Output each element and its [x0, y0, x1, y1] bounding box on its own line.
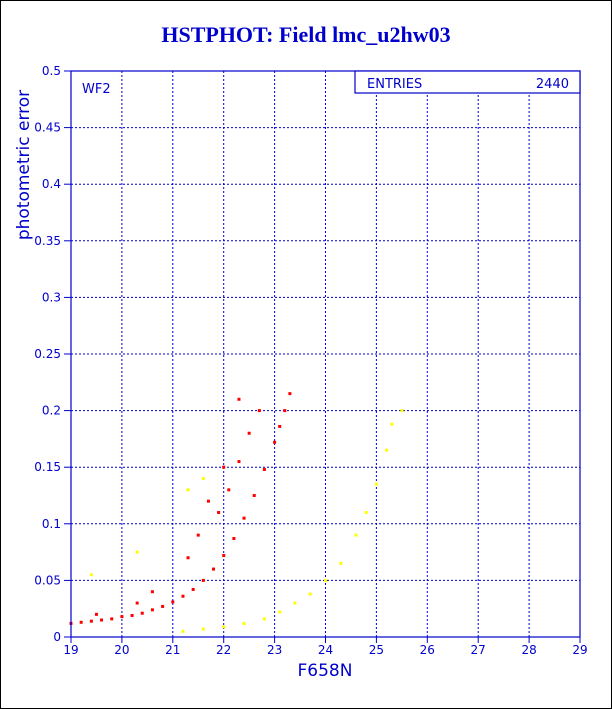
scatter-point	[237, 397, 241, 401]
y-tick-label: 0	[53, 630, 61, 644]
scatter-point	[181, 629, 185, 633]
x-tick-label: 19	[63, 643, 78, 657]
y-tick-label: 0.05	[34, 573, 61, 587]
scatter-point	[374, 482, 378, 486]
y-tick-labels: 0 0.05 0.1 0.15 0.2 0.25 0.3 0.35 0.4 0.45 0.5	[34, 64, 61, 644]
x-tick-label: 23	[267, 643, 282, 657]
y-tick-label: 0.3	[42, 290, 61, 304]
scatter-point	[278, 610, 282, 614]
scatter-point	[135, 601, 139, 605]
chart-title: HSTPHOT: Field lmc_u2hw03	[161, 22, 451, 47]
scatter-point	[201, 578, 205, 582]
y-tick-label: 0.35	[34, 234, 61, 248]
scatter-point	[283, 409, 287, 413]
scatter-point	[201, 627, 205, 631]
y-tick-label: 0.45	[34, 121, 61, 135]
scatter-point	[181, 594, 185, 598]
scatter-point	[150, 608, 154, 612]
scatter-point	[385, 448, 389, 452]
scatter-point	[217, 510, 221, 514]
x-tick-labels: 19 20 21 22 23 24 25 26 27 28 29	[63, 643, 587, 657]
scatter-point	[171, 600, 175, 604]
scatter-point	[227, 488, 231, 492]
y-tick-label: 0.4	[42, 177, 61, 191]
scatter-point	[324, 578, 327, 582]
data-points	[69, 392, 404, 633]
x-tick-label: 28	[521, 643, 536, 657]
y-axis-label: photometric error	[14, 90, 34, 240]
scatter-point	[140, 611, 144, 615]
scatter-point	[186, 488, 190, 492]
scatter-point	[94, 612, 98, 616]
y-tick-label: 0.5	[42, 64, 61, 78]
scatter-point	[308, 592, 312, 596]
x-tick-label: 24	[318, 643, 333, 657]
x-tick-label: 27	[471, 643, 486, 657]
scatter-point	[212, 567, 216, 571]
tick-marks	[64, 70, 581, 643]
y-tick-label: 0.2	[42, 404, 61, 418]
scatter-point	[120, 615, 124, 619]
grid-lines	[71, 71, 580, 637]
x-axis-label: F658N	[298, 661, 353, 681]
scatter-point	[222, 465, 226, 469]
scatter-point	[135, 550, 139, 554]
scatter-point	[242, 516, 246, 520]
y-tick-label: 0.1	[42, 517, 61, 531]
scatter-point	[390, 422, 394, 426]
scatter-point	[293, 601, 297, 605]
x-tick-label: 21	[165, 643, 180, 657]
x-tick-label: 25	[369, 643, 384, 657]
scatter-point	[150, 590, 154, 594]
stats-entries-label: ENTRIES	[367, 77, 422, 92]
scatter-point	[110, 617, 114, 621]
y-tick-label: 0.15	[34, 460, 61, 474]
scatter-point	[339, 561, 343, 565]
scatter-point	[201, 477, 205, 481]
scatter-point	[186, 556, 190, 560]
scatter-point	[89, 573, 93, 577]
scatter-point	[242, 621, 246, 625]
x-tick-label: 22	[216, 643, 231, 657]
scatter-point	[222, 625, 226, 629]
scatter-point	[79, 620, 83, 624]
stats-box: ENTRIES 2440	[354, 70, 581, 94]
scatter-point	[222, 553, 226, 557]
stats-entries-value: 2440	[536, 77, 569, 92]
scatter-point	[273, 440, 277, 444]
scatter-point	[237, 460, 241, 464]
scatter-point	[257, 409, 261, 413]
scatter-point	[262, 467, 266, 471]
scatter-point	[247, 431, 251, 435]
x-tick-label: 29	[572, 643, 587, 657]
scatter-point	[232, 537, 236, 541]
stats-box-frame	[354, 70, 581, 94]
scatter-point	[364, 510, 368, 514]
x-tick-label: 20	[114, 643, 129, 657]
scatter-point	[278, 424, 282, 428]
panel-label: WF2	[82, 82, 111, 97]
scatter-point	[206, 499, 210, 503]
scatter-point	[400, 409, 404, 413]
y-tick-label: 0.25	[34, 347, 61, 361]
scatter-point	[89, 619, 93, 623]
scatter-point	[130, 613, 134, 617]
scatter-point	[252, 494, 256, 497]
scatter-point	[354, 533, 358, 537]
scatter-point	[196, 533, 200, 537]
scatter-point	[100, 618, 104, 622]
scatter-point	[191, 587, 195, 591]
scatter-point	[161, 604, 165, 608]
scatter-point	[262, 617, 266, 621]
x-tick-label: 26	[420, 643, 435, 657]
scatter-point	[288, 392, 292, 396]
plot-frame	[70, 70, 581, 638]
